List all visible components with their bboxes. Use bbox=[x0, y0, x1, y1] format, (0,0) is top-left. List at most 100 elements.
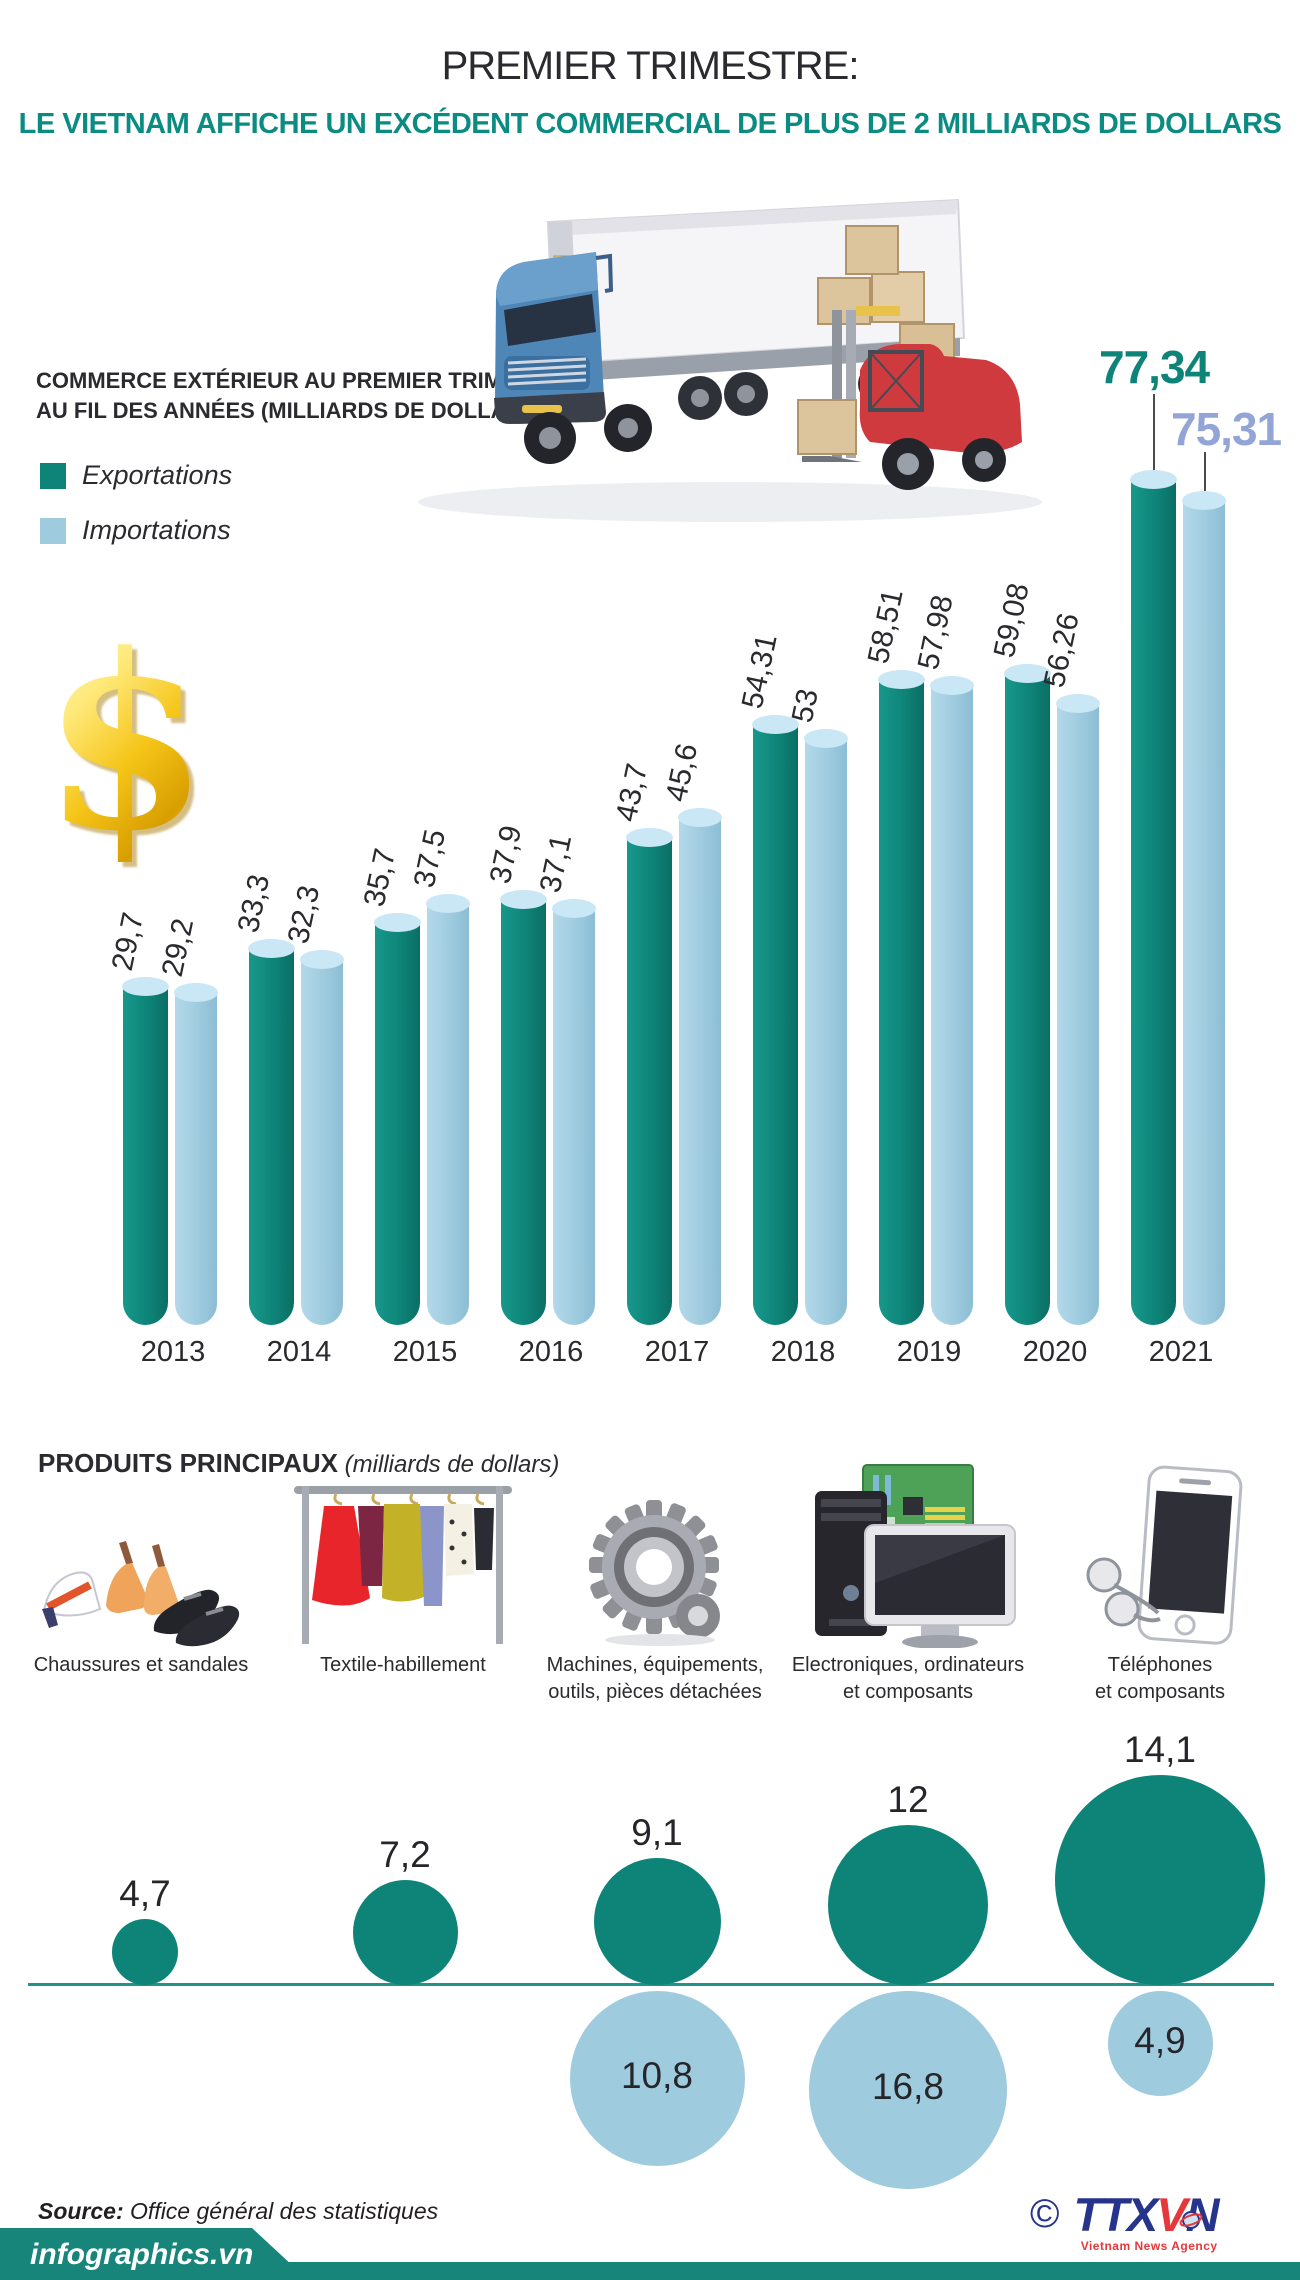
bar-value-label: 59,08 bbox=[987, 580, 1036, 661]
bar-cap bbox=[930, 675, 974, 695]
dollar-sign-icon: $ bbox=[42, 602, 209, 884]
import-bar bbox=[1183, 499, 1225, 1325]
ttxvn-subtitle: Vietnam News Agency bbox=[1080, 2239, 1218, 2253]
page-title: PREMIER TRIMESTRE: bbox=[441, 44, 860, 88]
exports-legend-label: Exportations bbox=[82, 460, 233, 490]
bar-value-label: 29,2 bbox=[155, 915, 201, 980]
export-bubble bbox=[1055, 1775, 1265, 1985]
bar-value-label: 33,3 bbox=[231, 871, 276, 936]
ttxvn-logo: © TTXVN Vietnam News Agency bbox=[1030, 2188, 1220, 2253]
bar-cap bbox=[752, 715, 799, 735]
year-label: 2014 bbox=[266, 1336, 332, 1368]
exports-swatch bbox=[40, 462, 66, 489]
export-bubble bbox=[352, 1880, 458, 1985]
page-subtitle: LE VIETNAM AFFICHE UN EXCÉDENT COMMERCIA… bbox=[18, 108, 1282, 140]
bar-cap bbox=[122, 977, 169, 997]
bar-cap bbox=[878, 670, 925, 690]
copyright-icon: © bbox=[1030, 2192, 1060, 2236]
bar-value-label-big: 75,31 bbox=[1171, 403, 1282, 455]
bar-cap bbox=[626, 828, 673, 848]
bar-value-label: 56,26 bbox=[1037, 610, 1086, 691]
products-heading: PRODUITS PRINCIPAUX (milliards de dollar… bbox=[38, 1448, 559, 1479]
trade-chart-heading-line1: COMMERCE EXTÉRIEUR AU PREMIER TRIMESTRE bbox=[36, 368, 576, 393]
bubble-value-label: 7,2 bbox=[379, 1834, 431, 1875]
year-label: 2013 bbox=[140, 1336, 206, 1368]
year-label: 2021 bbox=[1148, 1336, 1214, 1368]
bubble-value-label: 10,8 bbox=[620, 2054, 693, 2096]
bar-value-label: 58,51 bbox=[861, 586, 910, 667]
import-bubble bbox=[569, 1991, 745, 2166]
year-label: 2019 bbox=[896, 1336, 962, 1368]
trade-chart-heading-line2: AU FIL DES ANNÉES (MILLIARDS DE DOLLARS) bbox=[36, 398, 545, 423]
bubble-value-label: 9,1 bbox=[631, 1812, 683, 1853]
bar-value-label: 29,7 bbox=[105, 909, 150, 974]
bar-value-label: 45,6 bbox=[659, 740, 705, 805]
product-label-electroniques: Electroniques, ordinateurs et composants bbox=[791, 1654, 1025, 1703]
truck-icon bbox=[418, 198, 1042, 522]
import-bar bbox=[427, 902, 469, 1325]
bar-cap bbox=[500, 889, 547, 909]
product-label-machines: Machines, équipements, outils, pièces dé… bbox=[546, 1654, 764, 1703]
products-heading-title: PRODUITS PRINCIPAUX bbox=[38, 1448, 338, 1478]
phone-icon bbox=[1048, 1465, 1278, 1648]
shoes-icon bbox=[26, 1468, 256, 1648]
export-bar bbox=[1005, 672, 1050, 1325]
bar-cap bbox=[1056, 694, 1100, 714]
bar-cap bbox=[426, 894, 470, 914]
bubble-value-label: 16,8 bbox=[871, 2066, 944, 2107]
import-bubble bbox=[809, 1991, 1007, 2189]
export-bar bbox=[1131, 477, 1176, 1325]
globe-icon bbox=[1180, 2211, 1203, 2229]
import-bar bbox=[931, 683, 973, 1325]
bubble-value-label: 12 bbox=[887, 1779, 929, 1820]
product-label-chaussures: Chaussures et sandales bbox=[33, 1654, 249, 1676]
bar-cap bbox=[248, 939, 295, 959]
export-bar bbox=[627, 836, 672, 1325]
bar-cap bbox=[1004, 664, 1051, 684]
legend: Exportations Importations bbox=[40, 460, 232, 570]
bubble-value-label: 14,1 bbox=[1123, 1729, 1196, 1770]
bar-value-label: 35,7 bbox=[357, 846, 402, 911]
year-label: 2016 bbox=[518, 1336, 584, 1368]
clothes-rack-icon bbox=[288, 1468, 518, 1648]
bar-cap bbox=[552, 898, 596, 918]
bar-value-label: 37,1 bbox=[533, 831, 579, 896]
export-bubble bbox=[112, 1919, 178, 1985]
legend-item-exports: Exportations bbox=[40, 460, 232, 491]
year-label: 2017 bbox=[644, 1336, 710, 1368]
year-label: 2020 bbox=[1022, 1336, 1088, 1368]
export-bar bbox=[753, 723, 798, 1325]
trade-chart-heading: COMMERCE EXTÉRIEUR AU PREMIER TRIMESTRE … bbox=[36, 366, 575, 426]
bar-value-label: 54,31 bbox=[735, 631, 784, 712]
bar-value-label: 53 bbox=[785, 686, 825, 726]
bar-cap bbox=[174, 982, 218, 1002]
footer-strip bbox=[0, 2262, 1300, 2280]
bubble-value-label: 4,9 bbox=[1134, 2019, 1186, 2061]
computer-icon bbox=[793, 1464, 1023, 1648]
import-bubble bbox=[1107, 1991, 1213, 2096]
import-bar bbox=[553, 906, 595, 1325]
import-bar bbox=[301, 957, 343, 1325]
export-bar bbox=[375, 921, 420, 1325]
import-bar bbox=[1057, 702, 1099, 1325]
bar-value-label: 37,9 bbox=[483, 822, 528, 887]
truck-cargo-illustration bbox=[400, 160, 1060, 535]
leader-line bbox=[1153, 394, 1155, 470]
product-label-textile: Textile-habillement bbox=[320, 1654, 486, 1676]
import-bar bbox=[679, 815, 721, 1325]
ttxvn-letters: TTXVN bbox=[1073, 2188, 1219, 2241]
bar-cap bbox=[678, 807, 722, 827]
import-bar bbox=[805, 737, 847, 1325]
export-bar bbox=[501, 897, 546, 1325]
source-note: Source: Office général des statistiques bbox=[38, 2198, 438, 2225]
leader-line bbox=[1204, 452, 1206, 492]
legend-item-imports: Importations bbox=[40, 515, 232, 546]
imports-legend-label: Importations bbox=[82, 515, 231, 545]
export-bar bbox=[123, 985, 168, 1325]
export-bar bbox=[879, 678, 924, 1325]
bar-cap bbox=[300, 949, 344, 969]
bar-value-label: 43,7 bbox=[609, 760, 654, 825]
products-heading-note: (milliards de dollars) bbox=[338, 1451, 560, 1478]
forklift-icon bbox=[797, 306, 1022, 490]
